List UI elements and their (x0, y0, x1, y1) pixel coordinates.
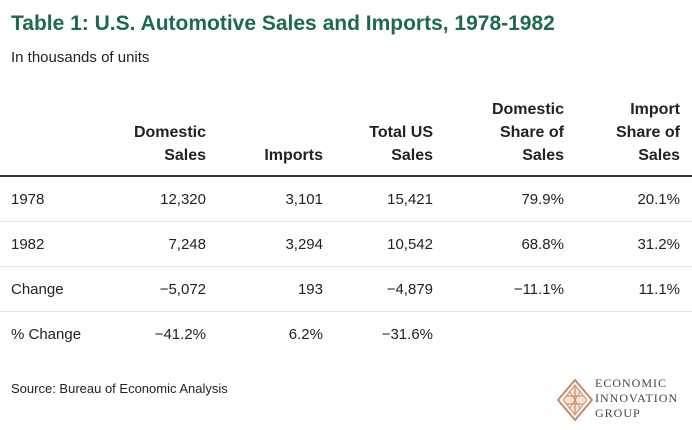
cell-imports: 6.2% (288, 325, 323, 343)
table-header-row: Domestic Sales Imports Total US Sales Do… (0, 96, 692, 177)
header-line: Share of (499, 124, 564, 141)
cell-domestic-sales: 7,248 (100, 221, 218, 267)
header-line: Import (630, 101, 680, 118)
logo-line-innovation: INNOVATION (595, 391, 679, 405)
header-line: Domestic (491, 101, 564, 118)
cell-total-us-sales: 15,421 (335, 176, 445, 222)
table-subtitle: In thousands of units (11, 49, 150, 66)
header-line: Domestic (133, 124, 206, 141)
cell-domestic-sales: −5,072 (100, 266, 218, 312)
table-row: Change −5,072 193 −4,879 −11.1% 11.1% (0, 266, 692, 312)
logo-line-group: GROUP (595, 406, 641, 420)
header-line: Share of (615, 124, 680, 141)
header-line: Sales (164, 147, 206, 164)
header-imports: Imports (218, 96, 335, 177)
eig-diamond-logo-icon (557, 379, 593, 421)
cell-import-share: 20.1% (576, 176, 692, 222)
eig-logo: ECONOMIC INNOVATION GROUP (557, 376, 683, 424)
row-label: % Change (11, 325, 82, 343)
cell-imports: 3,101 (218, 176, 335, 222)
cell-import-share (576, 312, 692, 357)
cell-domestic-sales: −41.2% (154, 325, 206, 343)
table-title: Table 1: U.S. Automotive Sales and Impor… (11, 12, 555, 35)
cell-domestic-share: −11.1% (445, 266, 576, 312)
header-domestic-share: Domestic Share of Sales (445, 96, 576, 177)
cell-import-share: 11.1% (576, 266, 692, 312)
table-row: % Change −41.2% 6.2% −31.6% (0, 312, 692, 357)
header-line: Total US (369, 124, 433, 141)
cell-domestic-share: 68.8% (445, 221, 576, 267)
logo-line-economic: ECONOMIC (595, 376, 668, 390)
cell-total-us-sales: −31.6% (381, 325, 433, 343)
header-line: Sales (391, 147, 433, 164)
row-label: 1978 (0, 176, 100, 222)
header-import-share: Import Share of Sales (576, 96, 692, 177)
cell-domestic-sales: 12,320 (100, 176, 218, 222)
table-row: 1978 12,320 3,101 15,421 79.9% 20.1% (0, 176, 692, 222)
header-line: Sales (522, 147, 564, 164)
cell-total-us-sales: −4,879 (335, 266, 445, 312)
cell-imports: 3,294 (218, 221, 335, 267)
source-note: Source: Bureau of Economic Analysis (11, 381, 228, 396)
cell-domestic-share: 79.9% (445, 176, 576, 222)
table-row: 1982 7,248 3,294 10,542 68.8% 31.2% (0, 221, 692, 267)
row-label: 1982 (0, 221, 100, 267)
header-line: Imports (264, 147, 323, 164)
header-domestic-sales: Domestic Sales (100, 96, 218, 177)
eig-logo-wordmark: ECONOMIC INNOVATION GROUP (595, 376, 678, 421)
header-row-label (0, 96, 100, 177)
sales-imports-table: Domestic Sales Imports Total US Sales Do… (0, 96, 692, 356)
cell-imports: 193 (218, 266, 335, 312)
cell-domestic-share (445, 312, 576, 357)
header-line: Sales (638, 147, 680, 164)
row-label: Change (0, 266, 100, 312)
cell-total-us-sales: 10,542 (335, 221, 445, 267)
header-total-us-sales: Total US Sales (335, 96, 445, 177)
cell-import-share: 31.2% (576, 221, 692, 267)
